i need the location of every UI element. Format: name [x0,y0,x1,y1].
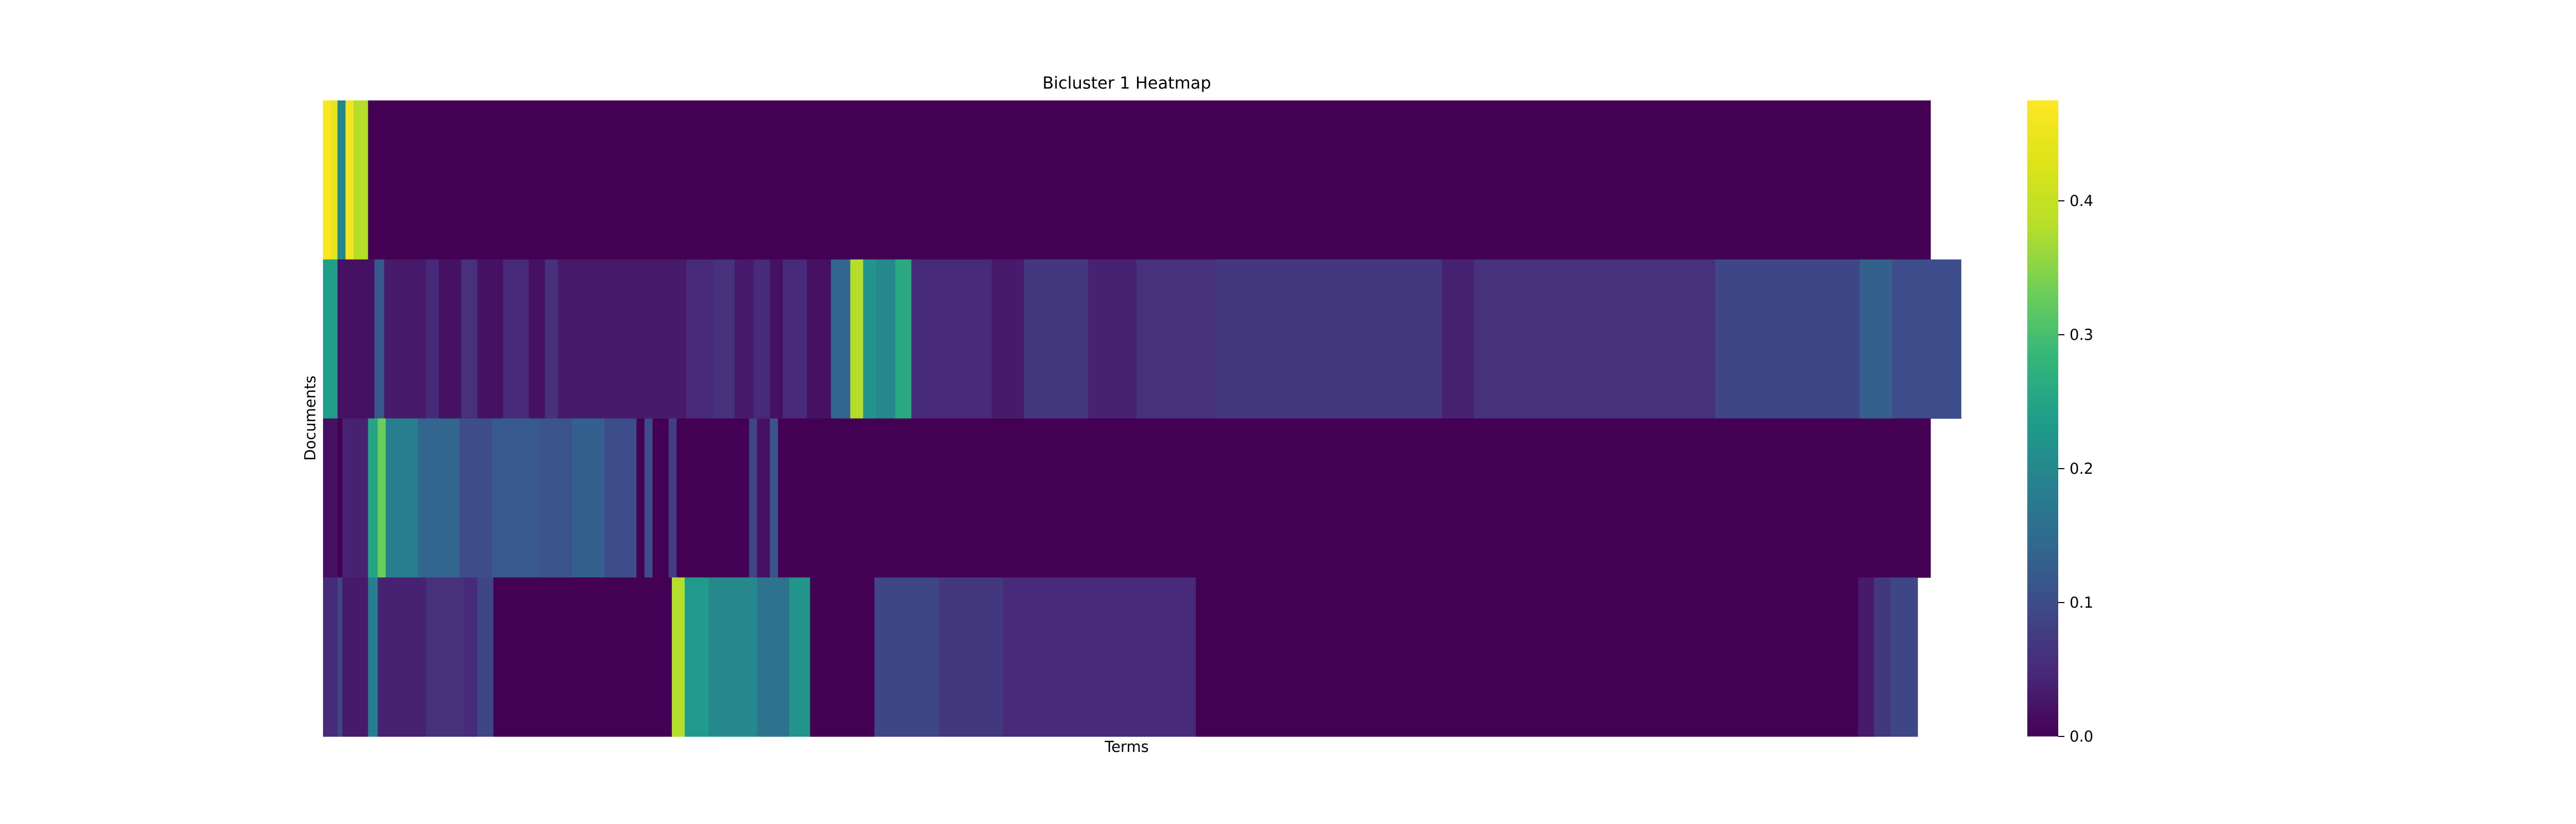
heatmap-cell-r2-s0 [323,418,338,578]
heatmap-cell-r3-s13 [789,577,810,737]
heatmap-cell-r3-s14 [810,577,875,737]
heatmap-cell-r3-s10 [685,577,709,737]
heatmap-cell-r1-s31 [1473,259,1716,419]
colorbar-tick-label-2: 0.2 [2070,460,2093,477]
heatmap-cell-r3-s8 [493,577,672,737]
heatmap-cell-r3-s3 [368,577,378,737]
heatmap-cell-r1-s8 [503,259,529,419]
heatmap-cell-r1-s11 [557,259,687,419]
heatmap-cell-r2-s20 [777,418,1931,578]
heatmap-cell-r0-s1 [331,100,338,260]
heatmap-cell-r1-s27 [1088,259,1137,419]
heatmap-cell-r2-s8 [492,418,540,578]
heatmap-cell-r0-s5 [368,100,1931,260]
heatmap-cell-r3-s1 [337,577,343,737]
heatmap-cell-r3-s7 [477,577,494,737]
heatmap-cell-r1-s28 [1136,259,1217,419]
heatmap-cell-r3-s0 [323,577,338,737]
x-axis-label: Terms [1104,738,1148,756]
heatmap-cell-r1-s18 [807,259,832,419]
heatmap-cell-r3-s17 [1003,577,1196,737]
heatmap-cell-r0-s4 [353,100,368,260]
heatmap-cell-r2-s19 [770,418,778,578]
heatmap-cell-r3-s9 [672,577,685,737]
heatmap-cell-r1-s32 [1715,259,1860,419]
heatmap-cell-r1-s5 [438,259,462,419]
heatmap-cell-r1-s0 [323,259,338,419]
heatmap-cell-r2-s10 [572,418,605,578]
heatmap-cell-r3-s21 [1890,577,1918,737]
heatmap-cell-r3-s19 [1858,577,1875,737]
heatmap-cell-r2-s15 [668,418,677,578]
heatmap-cell-r2-s1 [337,418,343,578]
heatmap-cell-r0-s0 [323,100,332,260]
heatmap-cell-r1-s23 [895,259,912,419]
chart-title: Bicluster 1 Heatmap [1042,73,1211,93]
heatmap-cell-r3-s18 [1196,577,1859,737]
heatmap-cell-r1-s7 [477,259,504,419]
heatmap-cell-r1-s4 [426,259,439,419]
heatmap-cell-r2-s2 [342,418,368,578]
heatmap-cell-r0-s3 [345,100,354,260]
heatmap-cell-r3-s15 [874,577,939,737]
heatmap-cell-r3-s16 [938,577,1004,737]
heatmap-cell-r1-s10 [545,259,558,419]
y-axis-label: Documents [301,375,319,460]
heatmap-cells [323,100,1961,737]
heatmap-cell-r1-s34 [1892,259,1961,419]
heatmap-cell-r2-s4 [378,418,386,578]
heatmap-cell-r1-s1 [337,259,375,419]
heatmap-cell-r1-s13 [714,259,735,419]
heatmap-cell-r1-s26 [1024,259,1089,419]
heatmap-cell-r1-s30 [1442,259,1475,419]
heatmap-cell-r1-s3 [384,259,427,419]
heatmap-cell-r2-s18 [757,418,770,578]
heatmap-cell-r1-s2 [374,259,385,419]
heatmap-cell-r1-s6 [461,259,478,419]
heatmap-cell-r1-s14 [734,259,754,419]
heatmap-cell-r1-s19 [831,259,851,419]
heatmap-cell-r3-s5 [426,577,465,737]
heatmap-cell-r2-s9 [540,418,573,578]
heatmap-cell-r1-s22 [876,259,896,419]
heatmap-cell-r2-s5 [385,418,418,578]
heatmap-cell-r1-s16 [770,259,783,419]
heatmap-cell-r1-s12 [686,259,714,419]
heatmap-cell-r1-s20 [850,259,863,419]
heatmap-cell-r3-s20 [1874,577,1891,737]
heatmap-cell-r1-s9 [529,259,546,419]
heatmap-cell-r1-s15 [754,259,770,419]
heatmap-cell-r3-s4 [378,577,427,737]
heatmap-cell-r1-s29 [1216,259,1443,419]
heatmap-cell-r2-s3 [368,418,378,578]
heatmap-cell-r3-s2 [342,577,368,737]
heatmap-cell-r1-s24 [911,259,992,419]
heatmap-cell-r2-s11 [604,418,637,578]
colorbar [2027,100,2058,736]
heatmap-cell-r2-s7 [460,418,493,578]
colorbar-ticks: 0.0 0.1 0.2 0.3 0.4 [2058,192,2093,745]
colorbar-tick-label-4: 0.4 [2070,192,2093,210]
heatmap-cell-r2-s17 [749,418,757,578]
heatmap-cell-r1-s17 [783,259,807,419]
colorbar-tick-label-3: 0.3 [2070,326,2093,344]
heatmap-cell-r2-s6 [418,418,460,578]
heatmap-cell-r2-s14 [652,418,669,578]
heatmap-cell-r3-s11 [708,577,757,737]
heatmap-cell-r2-s16 [676,418,750,578]
heatmap-cell-r3-s12 [757,577,790,737]
heatmap-cell-r0-s2 [337,100,346,260]
colorbar-tick-label-0: 0.0 [2070,728,2093,745]
heatmap-cell-r3-s6 [464,577,478,737]
heatmap-cell-r1-s33 [1859,259,1892,419]
heatmap-cell-r1-s21 [863,259,876,419]
heatmap-cell-r1-s25 [991,259,1024,419]
colorbar-tick-label-1: 0.1 [2070,594,2093,611]
heatmap-cell-r2-s13 [645,418,653,578]
heatmap-cell-r2-s12 [636,418,645,578]
